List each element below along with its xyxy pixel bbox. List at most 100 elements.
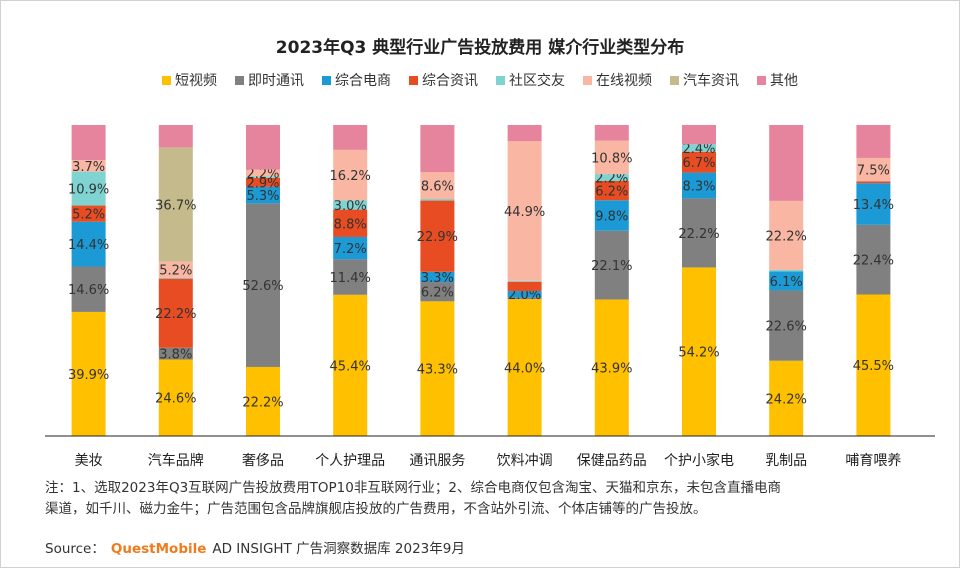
legend-item: 汽车资讯 <box>670 70 739 90</box>
data-label: 7.5% <box>857 164 890 179</box>
bar-segment <box>71 125 106 161</box>
data-label: 6.1% <box>770 275 803 290</box>
bar-segment <box>682 125 716 145</box>
bar-segment <box>682 151 716 173</box>
source-brand: QuestMobile <box>110 541 207 557</box>
data-label: 22.9% <box>417 230 458 245</box>
legend-item: 综合电商 <box>322 70 391 90</box>
data-label: 6.2% <box>595 185 628 200</box>
data-label: 3.0% <box>334 199 367 214</box>
category-label: 美妆 <box>75 453 103 469</box>
bar-segment <box>507 299 542 436</box>
bar-segment <box>420 125 455 173</box>
bar-segment <box>420 271 455 283</box>
bar-segment <box>158 147 193 262</box>
legend-label: 综合电商 <box>335 73 391 89</box>
bar-segment <box>682 267 716 436</box>
bar-segment <box>71 171 106 206</box>
bar-segment <box>420 172 455 200</box>
source: Source： QuestMobile AD INSIGHT 广告洞察数据库 2… <box>45 537 465 557</box>
legend-label: 社区交友 <box>509 73 565 89</box>
data-label: 2.4% <box>682 142 715 157</box>
data-label: 3.7% <box>72 160 105 175</box>
bar-segment <box>594 125 629 141</box>
legend-swatch <box>322 75 331 85</box>
bar-segment <box>158 261 193 278</box>
bar-segment <box>507 291 542 298</box>
data-label: 24.6% <box>155 392 196 407</box>
bar-segment <box>158 359 193 436</box>
data-label: 2.9% <box>246 176 279 191</box>
data-label: 16.2% <box>330 169 371 184</box>
data-label: 43.9% <box>591 362 632 377</box>
data-label: 5.2% <box>159 264 192 279</box>
legend-swatch <box>162 75 171 85</box>
data-label: 2.2% <box>246 167 279 182</box>
data-label: 14.4% <box>68 238 109 253</box>
data-label: 9.8% <box>595 210 628 225</box>
bar-segment <box>507 125 542 142</box>
legend-swatch <box>757 75 766 85</box>
footnote: 注：1、选取2023年Q3互联网广告投放费用TOP10非互联网行业；2、综合电商… <box>45 478 945 520</box>
bar-segment <box>682 198 716 268</box>
legend-label: 汽车资讯 <box>683 73 739 89</box>
data-label: 8.8% <box>334 217 367 232</box>
legend-item: 综合资讯 <box>409 70 478 90</box>
legend-item: 在线视频 <box>583 70 652 90</box>
bar-segment <box>769 125 804 201</box>
category-label: 乳制品 <box>765 453 807 469</box>
data-label: 36.7% <box>155 198 196 213</box>
bar-segment <box>246 125 280 170</box>
data-label: 2.0% <box>508 288 541 303</box>
bar-segment <box>158 278 193 348</box>
bar-segment <box>246 176 280 178</box>
data-label: 45.4% <box>330 359 371 374</box>
category-label: 饮料冲调 <box>497 453 553 469</box>
bar-segment <box>246 186 280 204</box>
legend-item: 即时通讯 <box>235 70 304 90</box>
legend-label: 综合资讯 <box>422 73 478 89</box>
data-label: 3.3% <box>421 271 454 286</box>
bar-segment <box>333 125 368 150</box>
legend-item: 其他 <box>757 70 798 90</box>
bar-segment <box>333 259 368 295</box>
data-label: 5.3% <box>246 189 279 204</box>
bar-segment <box>507 280 542 282</box>
bar-segment <box>333 149 368 201</box>
bar-segment <box>333 294 368 436</box>
bar-segment <box>71 205 106 222</box>
bar-segment <box>594 140 629 175</box>
data-label: 8.3% <box>682 179 715 194</box>
bar-segment <box>420 282 455 302</box>
bar-segment <box>769 271 804 291</box>
data-label: 8.6% <box>421 180 454 195</box>
bar-segment <box>769 290 804 361</box>
data-label: 22.2% <box>155 307 196 322</box>
data-label: 2.2% <box>595 172 628 187</box>
bar-segment <box>158 125 193 148</box>
legend-item: 社区交友 <box>496 70 565 90</box>
bar-segment <box>246 203 280 367</box>
bar-segment <box>856 125 891 158</box>
bar-segment <box>856 157 891 182</box>
bar-segment <box>594 230 629 300</box>
bar-segment <box>594 200 629 231</box>
legend-label: 在线视频 <box>596 73 652 89</box>
data-label: 44.9% <box>504 205 545 220</box>
data-label: 22.2% <box>678 227 719 242</box>
data-label: 11.4% <box>330 271 371 286</box>
bar-segment <box>594 174 629 181</box>
bar-segment <box>71 221 106 267</box>
footnote-line-1: 注：1、选取2023年Q3互联网广告投放费用TOP10非互联网行业；2、综合电商… <box>45 480 781 496</box>
bar-segment <box>856 294 891 436</box>
bar-segment <box>594 180 629 201</box>
bar-segment <box>246 366 280 436</box>
source-text: AD INSIGHT 广告洞察数据库 2023年9月 <box>212 541 465 557</box>
legend-swatch <box>670 75 679 85</box>
data-label: 6.2% <box>421 286 454 301</box>
bar-segment <box>769 200 804 270</box>
category-label: 个人护理品 <box>315 453 385 469</box>
bar-segment <box>507 281 542 292</box>
bar-segment <box>158 347 193 360</box>
category-label: 通讯服务 <box>409 453 465 469</box>
